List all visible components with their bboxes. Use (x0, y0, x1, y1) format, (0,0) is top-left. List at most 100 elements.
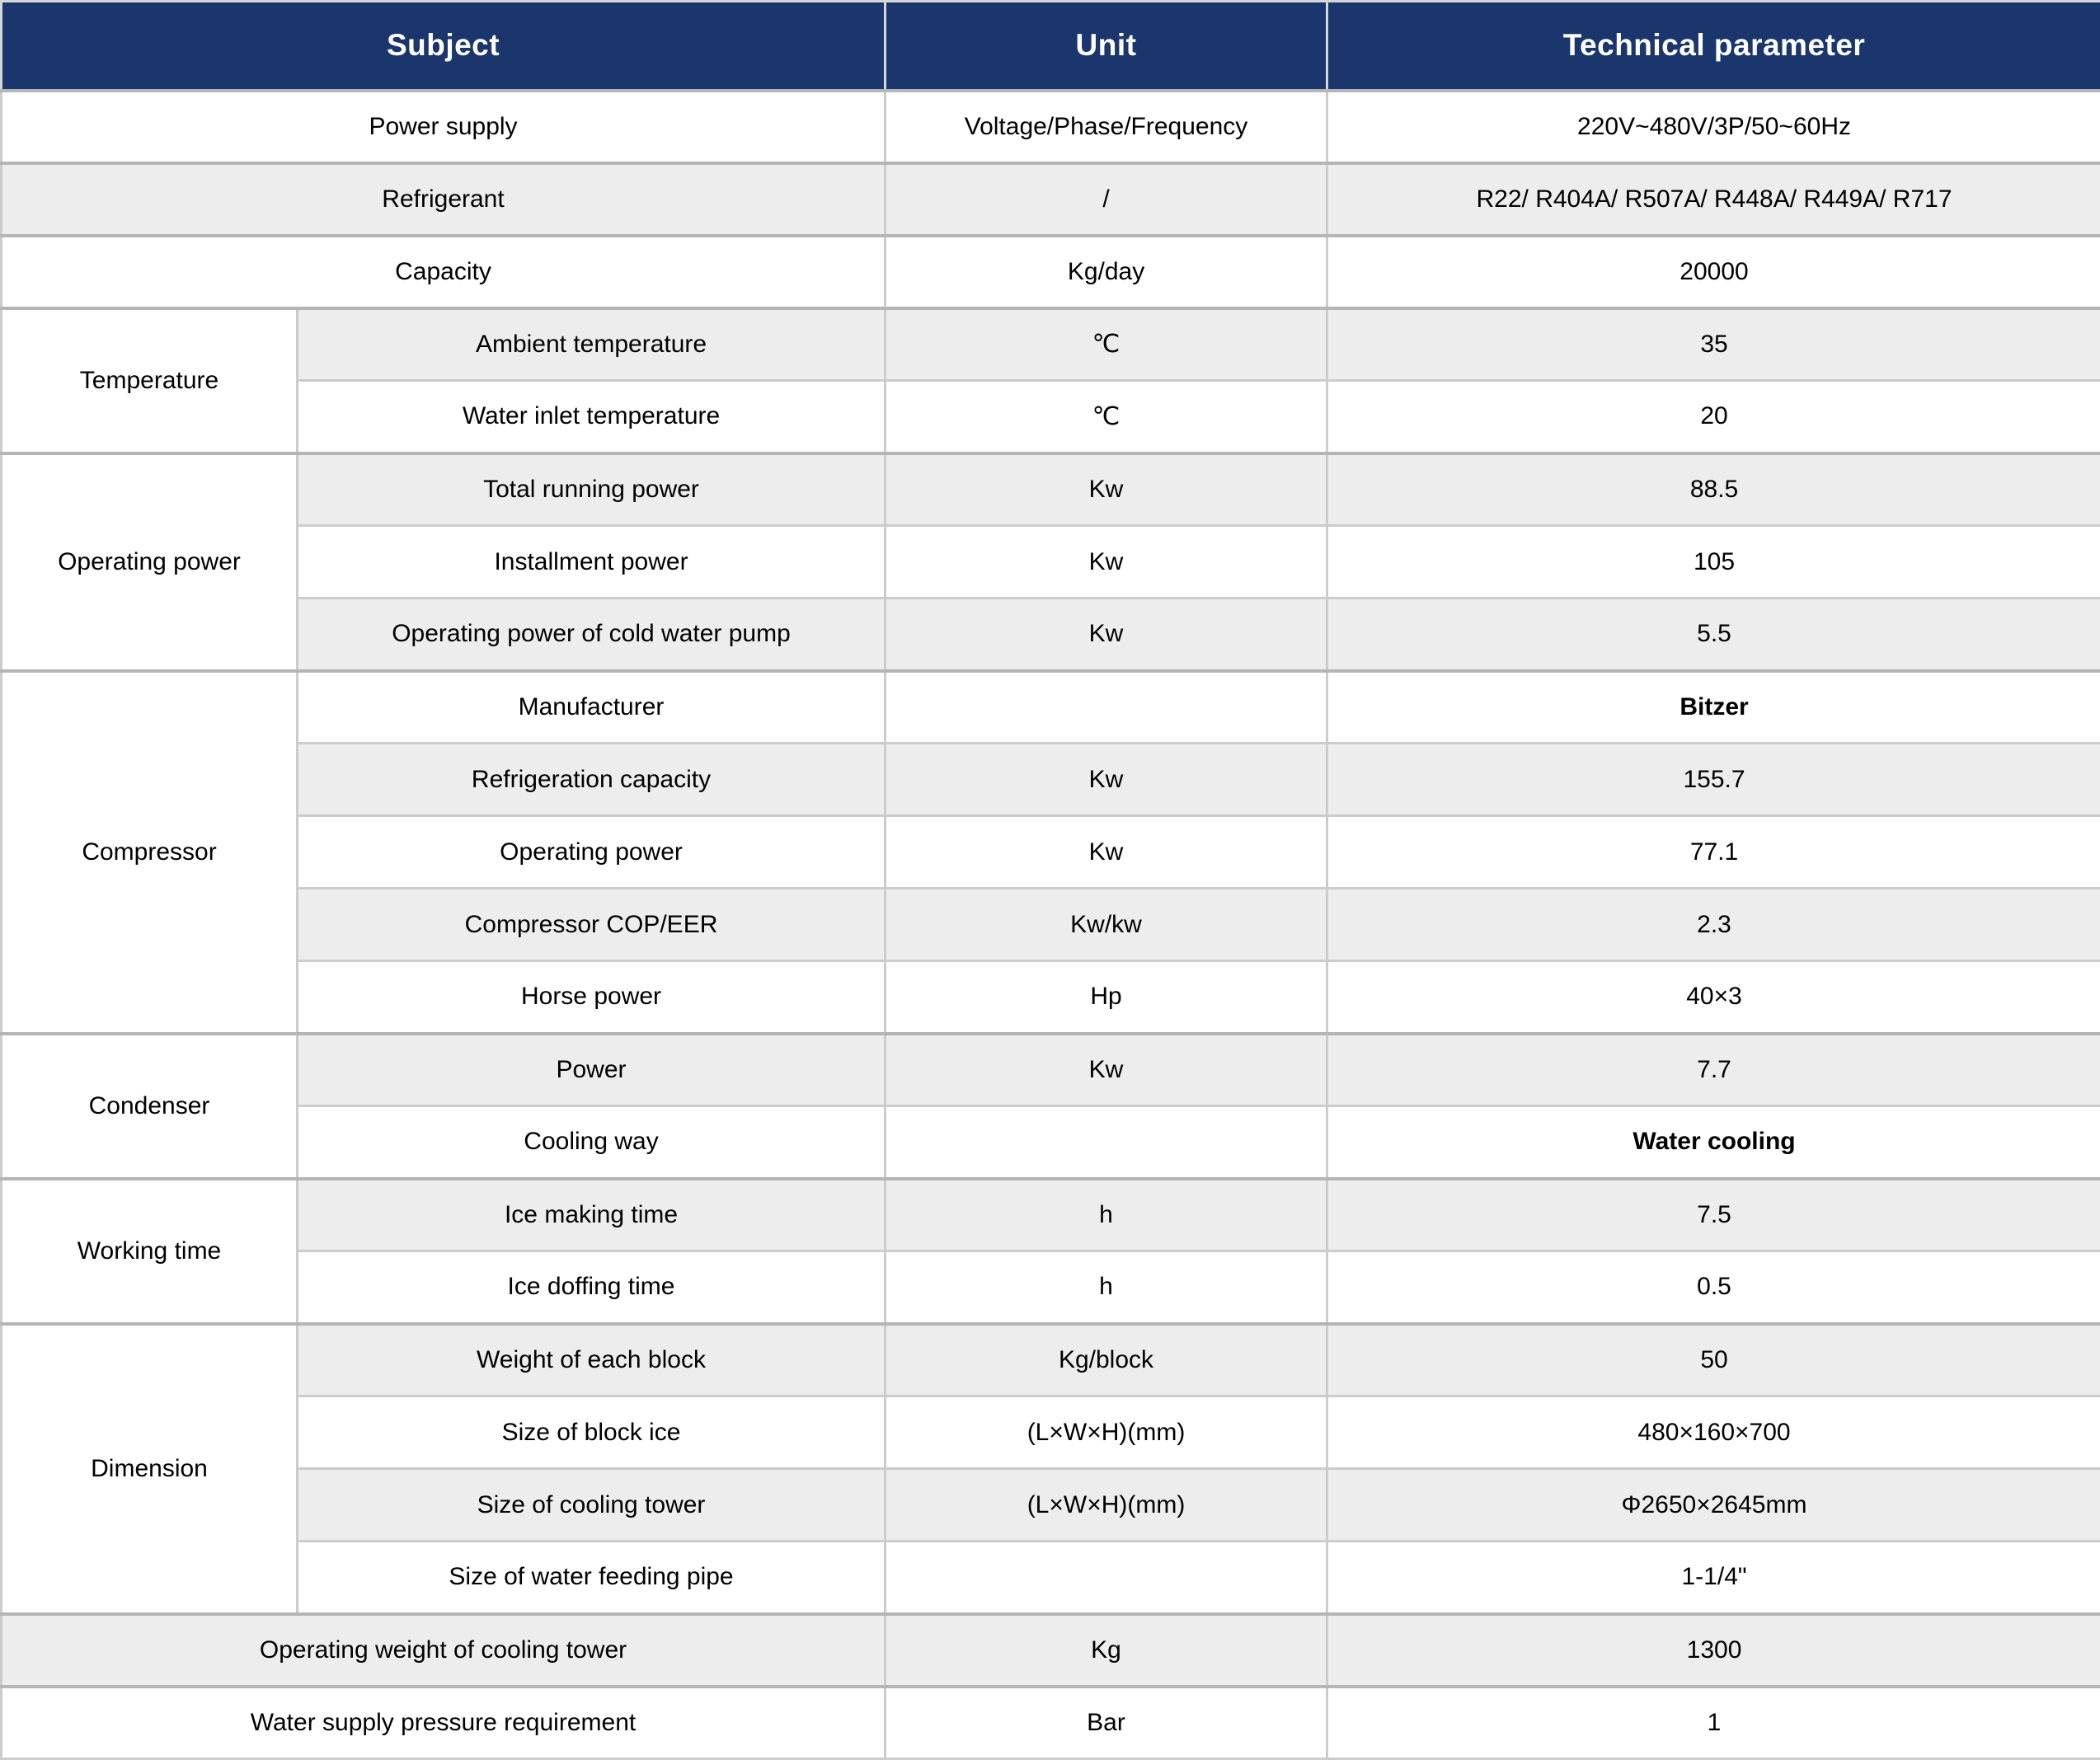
technical-parameter-cell: 7.7 (1327, 1034, 2100, 1106)
unit-cell: Kg/day (886, 236, 1327, 308)
subject-cell: Ice doffing time (298, 1251, 886, 1324)
subject-cell: Refrigeration capacity (298, 744, 886, 816)
technical-parameter-cell: 1 (1327, 1687, 2100, 1759)
unit-cell (886, 671, 1327, 744)
subject-cell: Operating power (298, 816, 886, 889)
table-row: Size of block ice(L×W×H)(mm)480×160×700 (2, 1396, 2100, 1469)
subject-cell: Horse power (298, 961, 886, 1034)
subject-cell: Operating weight of cooling tower (2, 1614, 886, 1687)
technical-parameter-cell: 5.5 (1327, 598, 2100, 671)
unit-cell: Kw (886, 526, 1327, 598)
unit-cell: h (886, 1179, 1327, 1251)
technical-parameter-cell: 1300 (1327, 1614, 2100, 1687)
subject-cell: Power (298, 1034, 886, 1106)
subject-cell: Water inlet temperature (298, 381, 886, 453)
technical-parameter-cell: 220V~480V/3P/50~60Hz (1327, 91, 2100, 163)
unit-cell: Bar (886, 1687, 1327, 1759)
unit-cell: Voltage/Phase/Frequency (886, 91, 1327, 163)
unit-cell: Kw (886, 816, 1327, 889)
technical-parameter-cell: 1-1/4" (1327, 1542, 2100, 1614)
subject-cell: Operating power of cold water pump (298, 598, 886, 671)
subject-cell: Water supply pressure requirement (2, 1687, 886, 1759)
unit-cell (886, 1106, 1327, 1179)
unit-cell: Kw (886, 453, 1327, 526)
subject-cell: Compressor COP/EER (298, 889, 886, 961)
subject-cell: Cooling way (298, 1106, 886, 1179)
technical-parameter-cell: Water cooling (1327, 1106, 2100, 1179)
technical-parameter-cell: 105 (1327, 526, 2100, 598)
unit-cell: (L×W×H)(mm) (886, 1396, 1327, 1469)
technical-parameter-cell: 7.5 (1327, 1179, 2100, 1251)
table-row: Refrigerant/R22/ R404A/ R507A/ R448A/ R4… (2, 163, 2100, 236)
header-row: Subject Unit Technical parameter (2, 2, 2100, 91)
subject-cell: Total running power (298, 453, 886, 526)
subject-cell: Weight of each block (298, 1324, 886, 1396)
subject-cell: Ice making time (298, 1179, 886, 1251)
subject-cell: Size of water feeding pipe (298, 1542, 886, 1614)
subject-cell: Power supply (2, 91, 886, 163)
unit-cell: Kw (886, 744, 1327, 816)
technical-parameter-cell: 50 (1327, 1324, 2100, 1396)
technical-parameter-cell: 20000 (1327, 236, 2100, 308)
unit-cell: Kw (886, 598, 1327, 671)
table-header: Subject Unit Technical parameter (2, 2, 2100, 91)
technical-parameter-cell: 77.1 (1327, 816, 2100, 889)
technical-parameter-cell: 88.5 (1327, 453, 2100, 526)
technical-parameter-cell: 35 (1327, 308, 2100, 381)
table-row: Size of water feeding pipe 1-1/4" (2, 1542, 2100, 1614)
unit-cell (886, 1542, 1327, 1614)
subject-cell: Refrigerant (2, 163, 886, 236)
unit-cell: (L×W×H)(mm) (886, 1469, 1327, 1542)
technical-parameter-cell: R22/ R404A/ R507A/ R448A/ R449A/ R717 (1327, 163, 2100, 236)
unit-cell: / (886, 163, 1327, 236)
technical-parameter-cell: 0.5 (1327, 1251, 2100, 1324)
column-header-subject: Subject (2, 2, 886, 91)
unit-cell: Kg (886, 1614, 1327, 1687)
group-label-cell: Dimension (2, 1324, 298, 1614)
technical-parameter-cell: 155.7 (1327, 744, 2100, 816)
column-header-unit: Unit (886, 2, 1327, 91)
unit-cell: Kw/kw (886, 889, 1327, 961)
unit-cell: Hp (886, 961, 1327, 1034)
group-label-cell: Temperature (2, 308, 298, 453)
subject-cell: Size of block ice (298, 1396, 886, 1469)
unit-cell: ℃ (886, 381, 1327, 453)
unit-cell: ℃ (886, 308, 1327, 381)
unit-cell: Kg/block (886, 1324, 1327, 1396)
column-header-technical-parameter: Technical parameter (1327, 2, 2100, 91)
technical-parameter-cell: 2.3 (1327, 889, 2100, 961)
subject-cell: Size of cooling tower (298, 1469, 886, 1542)
subject-cell: Manufacturer (298, 671, 886, 744)
technical-parameter-cell: 20 (1327, 381, 2100, 453)
group-label-cell: Compressor (2, 671, 298, 1034)
technical-parameter-cell: Φ2650×2645mm (1327, 1469, 2100, 1542)
table-row: Size of cooling tower(L×W×H)(mm)Φ2650×26… (2, 1469, 2100, 1542)
subject-cell: Ambient temperature (298, 308, 886, 381)
subject-cell: Installment power (298, 526, 886, 598)
group-label-cell: Condenser (2, 1034, 298, 1179)
unit-cell: h (886, 1251, 1327, 1324)
technical-parameter-cell: 480×160×700 (1327, 1396, 2100, 1469)
unit-cell: Kw (886, 1034, 1327, 1106)
technical-parameter-cell: 40×3 (1327, 961, 2100, 1034)
technical-parameter-cell: Bitzer (1327, 671, 2100, 744)
subject-cell: Capacity (2, 236, 886, 308)
